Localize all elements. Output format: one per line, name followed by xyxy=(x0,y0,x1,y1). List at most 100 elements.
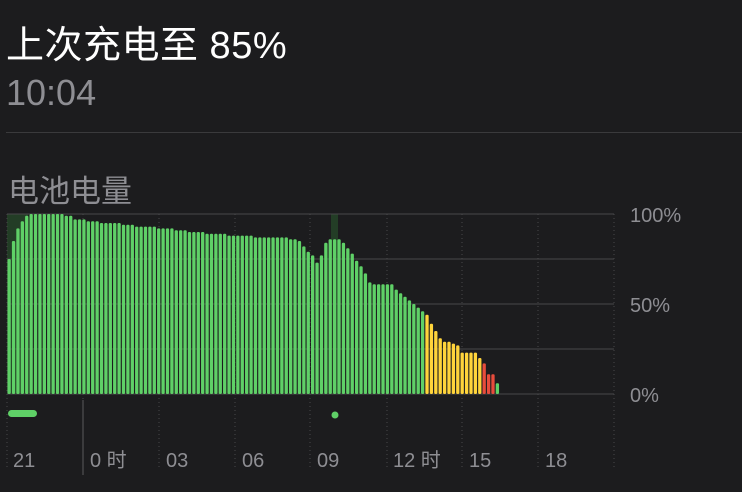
y-tick-label: 100% xyxy=(630,205,681,227)
battery-bar xyxy=(346,248,350,394)
battery-bar xyxy=(201,232,205,394)
x-tick-label: 12 时 xyxy=(393,449,441,472)
x-tick-label: 15 xyxy=(469,450,491,472)
battery-bar xyxy=(139,226,143,394)
battery-bar xyxy=(29,214,33,394)
battery-bar xyxy=(73,219,77,394)
battery-bar xyxy=(20,221,24,394)
battery-bar xyxy=(381,284,385,394)
charging-indicator xyxy=(331,411,339,419)
battery-bar xyxy=(227,235,231,394)
battery-bar xyxy=(486,374,491,394)
battery-bar xyxy=(442,341,447,394)
y-tick-label: 50% xyxy=(630,295,670,317)
battery-bar xyxy=(495,383,500,394)
battery-bar xyxy=(289,239,293,394)
battery-bar xyxy=(99,223,104,394)
battery-bar xyxy=(205,233,209,394)
battery-bar xyxy=(262,237,266,394)
battery-bar xyxy=(214,233,218,394)
battery-bar xyxy=(11,241,16,394)
battery-bar xyxy=(332,239,337,394)
battery-bar xyxy=(429,323,434,394)
battery-bar xyxy=(297,241,302,394)
battery-bar xyxy=(456,345,460,394)
battery-bar xyxy=(64,215,68,394)
battery-bar xyxy=(38,214,42,394)
battery-bar xyxy=(390,284,394,394)
battery-bar xyxy=(91,221,95,394)
last-charged-title: 上次充电至 85% xyxy=(6,25,288,67)
battery-level-label: 电池电量 xyxy=(8,174,132,209)
battery-bar xyxy=(47,214,51,394)
battery-bar xyxy=(187,232,192,394)
battery-bar xyxy=(438,338,442,394)
battery-bar xyxy=(218,233,222,394)
battery-bar xyxy=(240,235,244,394)
x-tick-label: 21 xyxy=(13,450,35,472)
battery-bar xyxy=(33,214,38,394)
battery-bar xyxy=(412,304,416,394)
battery-bar xyxy=(420,311,425,394)
battery-bar xyxy=(117,223,121,394)
battery-bar xyxy=(86,221,90,394)
battery-bar xyxy=(121,224,126,394)
battery-bar xyxy=(231,235,236,394)
battery-level-chart[interactable]: 100% 50% 0% 21 0 时 03 06 09 12 时 15 18 xyxy=(0,200,742,492)
battery-bar xyxy=(135,226,139,394)
battery-bar xyxy=(447,341,451,394)
x-tick-label: 03 xyxy=(166,450,188,472)
battery-bar xyxy=(451,343,456,394)
last-charged-time: 10:04 xyxy=(6,72,97,113)
battery-bar xyxy=(42,214,46,394)
battery-bar xyxy=(337,239,341,394)
battery-bar xyxy=(319,255,324,394)
battery-bar xyxy=(60,214,64,394)
battery-bar xyxy=(328,239,332,394)
x-tick-label: 09 xyxy=(317,450,339,472)
battery-bar xyxy=(148,226,152,394)
battery-bar xyxy=(113,223,117,394)
battery-bar xyxy=(341,242,346,394)
battery-bar xyxy=(311,255,315,394)
battery-bar xyxy=(302,246,306,394)
battery-bar xyxy=(372,284,376,394)
battery-bar xyxy=(460,352,464,394)
battery-bar xyxy=(245,235,249,394)
battery-bar xyxy=(359,266,363,394)
battery-bar xyxy=(223,233,227,394)
battery-bar xyxy=(416,307,420,394)
battery-bar xyxy=(77,219,82,394)
battery-bar xyxy=(7,259,11,394)
charging-indicator xyxy=(8,410,37,417)
battery-bar xyxy=(363,273,368,394)
battery-bar xyxy=(376,284,381,394)
battery-bar xyxy=(249,235,253,394)
battery-bar xyxy=(170,228,174,394)
battery-bar xyxy=(196,232,200,394)
battery-bar xyxy=(192,232,196,394)
battery-bar xyxy=(152,226,156,394)
battery-bar xyxy=(275,237,280,394)
battery-bar xyxy=(473,352,478,394)
battery-bar xyxy=(434,331,438,394)
y-tick-label: 0% xyxy=(630,385,659,407)
battery-bar xyxy=(464,352,469,394)
battery-bar xyxy=(16,228,20,394)
battery-bar xyxy=(306,251,310,394)
battery-bar xyxy=(284,237,288,394)
y-axis-labels: 100% 50% 0% xyxy=(630,205,681,407)
battery-bar xyxy=(398,293,403,394)
x-axis-labels: 21 0 时 03 06 09 12 时 15 18 xyxy=(13,449,567,472)
battery-bar xyxy=(354,260,359,394)
battery-bar xyxy=(267,237,271,394)
battery-bar xyxy=(51,214,55,394)
battery-bar xyxy=(179,230,183,394)
battery-bar xyxy=(315,262,319,394)
x-tick-label: 0 时 xyxy=(90,449,127,472)
battery-bar xyxy=(394,289,398,394)
battery-bar xyxy=(209,233,214,394)
battery-bar xyxy=(174,230,178,394)
battery-bar xyxy=(108,223,112,394)
battery-bar xyxy=(350,253,354,394)
